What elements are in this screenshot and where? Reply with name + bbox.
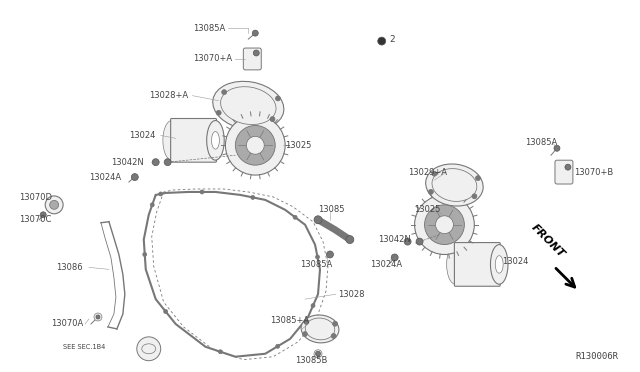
Text: 13042N: 13042N [111, 158, 143, 167]
Circle shape [415, 195, 474, 254]
Circle shape [316, 255, 319, 259]
Circle shape [432, 171, 437, 176]
Text: 13070+A: 13070+A [193, 54, 233, 64]
Ellipse shape [221, 87, 276, 125]
Circle shape [476, 176, 481, 181]
Ellipse shape [426, 164, 483, 206]
Circle shape [565, 164, 571, 170]
Ellipse shape [490, 245, 508, 284]
Circle shape [221, 90, 227, 94]
Circle shape [435, 216, 453, 234]
Ellipse shape [432, 169, 477, 201]
Circle shape [275, 96, 280, 101]
Circle shape [326, 251, 333, 258]
FancyBboxPatch shape [243, 48, 261, 70]
Text: 13028: 13028 [338, 290, 364, 299]
Ellipse shape [211, 132, 220, 149]
Circle shape [346, 235, 354, 244]
Text: 13085A: 13085A [193, 24, 226, 33]
Circle shape [236, 125, 275, 165]
Text: 13085: 13085 [318, 205, 344, 214]
Circle shape [225, 116, 285, 175]
Circle shape [314, 350, 322, 358]
Circle shape [253, 50, 259, 56]
Circle shape [304, 320, 309, 324]
Circle shape [404, 238, 411, 245]
Ellipse shape [301, 315, 339, 343]
Text: 13024A: 13024A [370, 260, 402, 269]
Text: 13085+A: 13085+A [270, 317, 309, 326]
Circle shape [378, 37, 386, 45]
Text: 13085A: 13085A [300, 260, 332, 269]
Circle shape [164, 159, 171, 166]
Circle shape [391, 254, 398, 261]
Circle shape [159, 192, 163, 196]
Text: 13025: 13025 [285, 141, 312, 150]
Circle shape [416, 238, 423, 245]
Circle shape [96, 315, 100, 319]
Circle shape [251, 195, 255, 199]
Text: 13085A: 13085A [525, 138, 557, 147]
Circle shape [311, 304, 315, 308]
Circle shape [472, 194, 477, 199]
Text: FRONT: FRONT [529, 222, 566, 259]
Circle shape [270, 116, 275, 122]
Text: R130006R: R130006R [576, 352, 619, 361]
Circle shape [314, 216, 322, 224]
Circle shape [216, 110, 221, 115]
Text: 13024: 13024 [502, 257, 529, 266]
Text: 13042N: 13042N [378, 235, 410, 244]
Ellipse shape [305, 318, 335, 340]
Circle shape [293, 215, 297, 219]
Circle shape [333, 321, 337, 326]
Text: 13028+A: 13028+A [148, 91, 188, 100]
Circle shape [246, 137, 264, 154]
Circle shape [131, 174, 138, 180]
Circle shape [303, 331, 307, 337]
Circle shape [200, 190, 204, 194]
Circle shape [50, 201, 59, 209]
Ellipse shape [207, 121, 224, 160]
Ellipse shape [142, 344, 156, 354]
Circle shape [45, 196, 63, 214]
Text: 13024: 13024 [129, 131, 156, 140]
Circle shape [40, 212, 46, 218]
Text: 13025: 13025 [415, 205, 441, 214]
Circle shape [218, 350, 223, 354]
FancyBboxPatch shape [555, 160, 573, 184]
FancyBboxPatch shape [171, 119, 216, 162]
Text: 13085B: 13085B [295, 356, 328, 365]
Circle shape [150, 203, 154, 207]
Text: 13070+B: 13070+B [574, 168, 613, 177]
Circle shape [152, 159, 159, 166]
Circle shape [424, 205, 465, 244]
Ellipse shape [163, 121, 180, 160]
Text: 13070A: 13070A [51, 320, 83, 328]
Circle shape [428, 189, 433, 194]
Circle shape [164, 310, 168, 314]
Ellipse shape [447, 245, 464, 284]
Circle shape [143, 253, 147, 256]
Ellipse shape [495, 256, 503, 273]
Ellipse shape [212, 81, 284, 130]
Text: SEE SEC.1B4: SEE SEC.1B4 [63, 344, 106, 350]
Text: 13070D: 13070D [19, 193, 52, 202]
Circle shape [137, 337, 161, 361]
Text: 13024A: 13024A [89, 173, 121, 182]
Circle shape [94, 313, 102, 321]
FancyBboxPatch shape [454, 243, 500, 286]
Text: 13070C: 13070C [19, 215, 52, 224]
Circle shape [276, 344, 280, 348]
Circle shape [252, 30, 259, 36]
Circle shape [316, 351, 321, 356]
Circle shape [331, 333, 336, 339]
Circle shape [554, 145, 560, 151]
Text: 2: 2 [390, 35, 396, 44]
Text: 13086: 13086 [56, 263, 83, 272]
Text: 13029+A: 13029+A [408, 168, 447, 177]
